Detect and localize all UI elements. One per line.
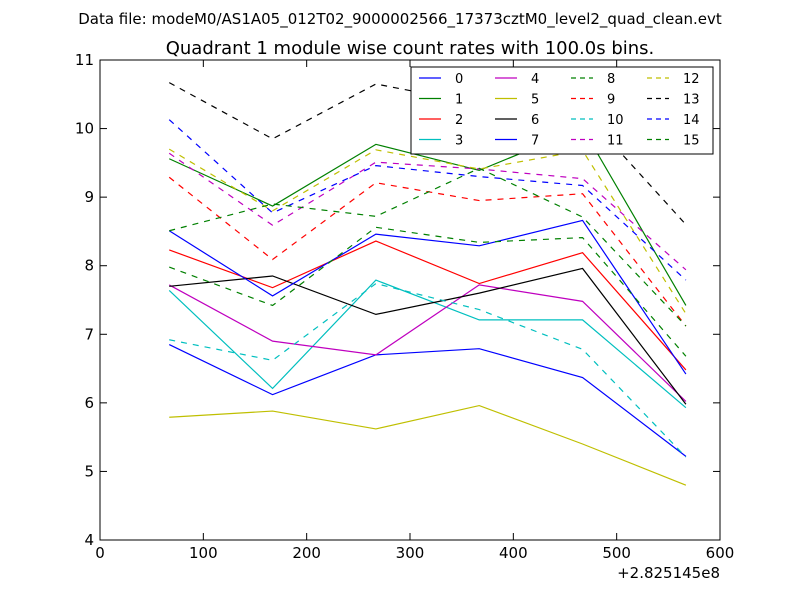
chart-title: Quadrant 1 module wise count rates with …	[166, 38, 655, 59]
y-tick-label: 10	[75, 120, 94, 138]
legend-label: 9	[607, 93, 615, 108]
legend-box	[410, 66, 714, 155]
x-tick-label: 200	[292, 544, 321, 562]
y-tick-label: 8	[84, 257, 94, 275]
x-tick-label: 400	[499, 544, 528, 562]
legend-label: 6	[531, 113, 539, 128]
series-line-3	[168, 279, 687, 409]
y-tick-label: 7	[84, 325, 94, 343]
x-tick-label: 0	[95, 544, 105, 562]
x-tick-label: 100	[189, 544, 218, 562]
legend-label: 14	[683, 113, 700, 128]
legend-label: 5	[531, 93, 539, 108]
legend-label: 4	[531, 72, 539, 87]
series-line-1	[168, 127, 687, 306]
series-line-2	[169, 240, 687, 371]
series-line-10	[169, 282, 687, 458]
series-line-9	[168, 176, 687, 327]
y-tick-label: 9	[84, 188, 94, 206]
series-layer	[168, 82, 687, 486]
series-line-7	[168, 219, 687, 375]
legend-label: 8	[607, 72, 615, 87]
legend-label: 1	[455, 93, 463, 108]
legend-label: 11	[607, 134, 624, 149]
legend-label: 3	[455, 134, 463, 149]
x-offset-label: +2.825145e8	[617, 564, 720, 582]
series-line-14	[168, 119, 687, 281]
y-tick-label: 4	[84, 531, 94, 549]
series-line-0	[168, 344, 687, 457]
x-tick-label: 500	[602, 544, 631, 562]
y-tick-label: 11	[75, 51, 94, 69]
y-tick-label: 6	[84, 394, 94, 412]
legend-label: 0	[455, 72, 463, 87]
suptitle: Data file: modeM0/AS1A05_012T02_90000025…	[78, 10, 722, 29]
legend-label: 2	[455, 113, 463, 128]
y-tick-label: 5	[84, 462, 94, 480]
legend-label: 12	[683, 72, 700, 87]
series-line-15	[169, 167, 687, 327]
legend-label: 7	[531, 134, 539, 149]
series-line-8	[169, 226, 687, 357]
series-line-12	[168, 148, 687, 315]
x-tick-label: 600	[706, 544, 735, 562]
series-line-6	[169, 267, 687, 405]
x-tick-label: 300	[396, 544, 425, 562]
series-line-5	[169, 404, 687, 486]
legend-label: 13	[683, 93, 700, 108]
series-line-4	[168, 284, 687, 402]
legend-label: 10	[607, 113, 624, 128]
legend-label: 15	[683, 134, 700, 149]
